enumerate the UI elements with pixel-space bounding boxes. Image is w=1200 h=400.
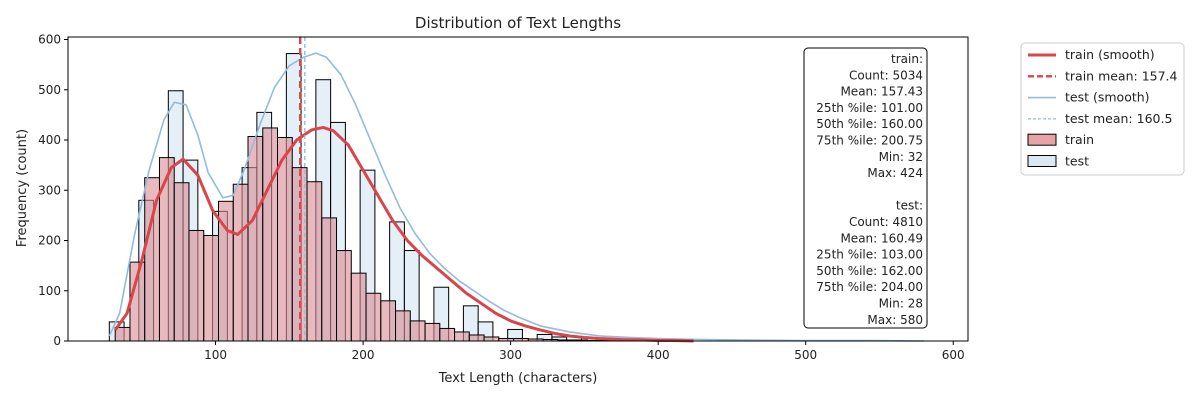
train-bar: [439, 327, 456, 342]
y-tick-label: 0: [53, 334, 61, 348]
legend-label: test mean: 160.5: [1065, 111, 1172, 126]
legend-item: test: [1027, 154, 1089, 169]
train-bar: [336, 250, 352, 342]
stats-line: Max: 580: [867, 313, 923, 327]
test-smooth-line: [108, 52, 924, 342]
stats-box-frame: [803, 47, 928, 329]
x-axis: 100 200 300 400 500 600: [204, 341, 965, 362]
train-bar: [424, 322, 441, 342]
y-tick-label: 200: [38, 234, 61, 248]
y-tick-label: 600: [38, 33, 61, 47]
legend-item: train mean: 157.4: [1028, 68, 1178, 83]
legend-label: test: [1065, 154, 1089, 169]
train-bar: [454, 331, 470, 342]
stats-line: Count: 4810: [849, 215, 923, 229]
train-bar: [158, 157, 175, 342]
stats-line: test:: [896, 199, 923, 213]
legend-label: train mean: 157.4: [1065, 68, 1178, 83]
plot-frame: [67, 36, 969, 342]
y-tick-label: 500: [38, 83, 61, 97]
train-bar: [247, 135, 264, 342]
legend-patch: [1027, 133, 1057, 146]
stats-line: 50th %ile: 162.00: [816, 264, 923, 278]
x-tick-label: 100: [204, 348, 227, 362]
train-bar: [232, 183, 249, 342]
train-bar: [468, 334, 485, 342]
stats-line: 25th %ile: 103.00: [816, 248, 923, 262]
legend-item: train (smooth): [1028, 47, 1155, 62]
x-tick-label: 600: [942, 348, 965, 362]
legend-item: test mean: 160.5: [1028, 111, 1172, 126]
legend-patch: [1027, 155, 1057, 167]
train-bar: [173, 182, 190, 342]
train-bar: [350, 272, 367, 342]
x-tick-label: 200: [352, 348, 375, 362]
legend-label: train: [1065, 132, 1094, 147]
x-axis-label: Text Length (characters): [438, 371, 598, 386]
chart-title: Distribution of Text Lengths: [415, 14, 621, 32]
legend-item: train: [1027, 132, 1094, 147]
legend-label: test (smooth): [1065, 90, 1150, 105]
train-bar: [321, 217, 338, 342]
legend-frame: [1020, 42, 1185, 176]
stats-line: Min: 28: [879, 297, 923, 311]
train-bar: [114, 326, 131, 342]
stats-line: train:: [891, 52, 923, 66]
stats-line: Count: 5034: [849, 68, 923, 82]
stats-line: Min: 32: [879, 150, 923, 164]
train-bar: [262, 127, 279, 342]
mean-lines: [299, 37, 306, 341]
x-tick-label: 400: [647, 348, 670, 362]
legend: train (smooth) train mean: 157.4 test (smo…: [1020, 42, 1185, 176]
stats-line: 25th %ile: 101.00: [816, 101, 923, 115]
stats-line: Mean: 160.49: [840, 231, 923, 245]
y-tick-label: 100: [38, 284, 61, 298]
train-bar: [365, 292, 382, 342]
train-bar: [409, 320, 426, 342]
plot-area: [67, 36, 969, 343]
legend-item: test (smooth): [1028, 90, 1150, 105]
train-bar: [188, 229, 205, 342]
y-tick-label: 300: [38, 183, 61, 197]
train-histogram-bars: [114, 127, 647, 342]
train-bar: [483, 336, 500, 342]
train-smooth-line: [113, 125, 694, 343]
stats-line: Mean: 157.43: [840, 85, 923, 99]
legend-label: train (smooth): [1065, 47, 1155, 62]
x-tick-label: 300: [499, 348, 522, 362]
stats-line: 50th %ile: 160.00: [816, 117, 923, 131]
y-tick-label: 400: [38, 133, 61, 147]
stats-annotation-box: train: Count: 5034 Mean: 157.43 25th %ile: …: [803, 47, 928, 329]
train-bar: [380, 300, 397, 342]
smooth-curves: [108, 52, 924, 343]
y-axis: 0 100 200 300 400 500 600: [38, 33, 68, 348]
stats-line: Max: 424: [867, 166, 923, 180]
stats-line: 75th %ile: 200.75: [816, 134, 923, 148]
train-bar: [306, 181, 323, 342]
y-axis-label: Frequency (count): [15, 129, 30, 247]
x-tick-label: 500: [794, 348, 817, 362]
stats-line: 75th %ile: 204.00: [816, 280, 923, 294]
train-bar: [203, 234, 219, 342]
train-bar: [395, 310, 411, 342]
